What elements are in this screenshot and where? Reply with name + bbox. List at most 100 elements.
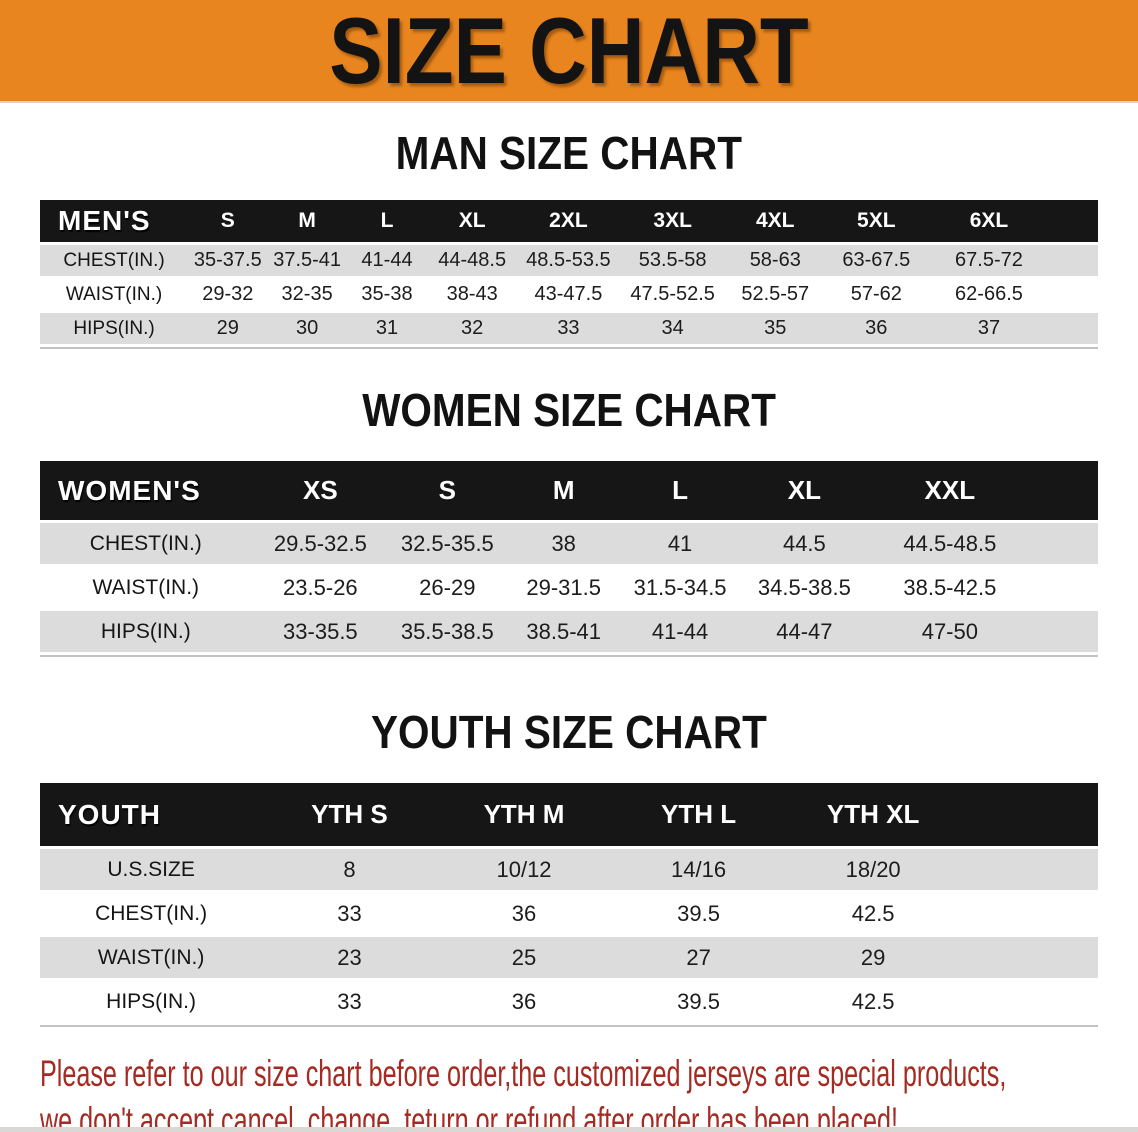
value-cell: 38-43 [446,283,498,305]
column-header: L [380,209,394,232]
value-cell: 48.5-53.5 [526,249,611,271]
column-header: M [298,209,316,232]
value-cell: 26-29 [419,574,476,600]
filler-cell [960,783,1098,846]
table-row: HIPS(IN.) 33-35.5 35.5-38.5 38.5-41 41-44 44-… [40,611,1098,652]
bottom-edge-divider [0,1127,1138,1132]
table-title-cell: MEN'S [58,205,151,236]
row-label-cell: WAIST(IN.) [92,575,200,599]
value-cell: 33 [557,317,580,339]
column-header: XL [787,475,821,505]
women-section-title: WOMEN SIZE CHART [362,384,776,436]
men-section-title: MAN SIZE CHART [395,127,743,179]
value-cell: 58-63 [749,249,801,271]
value-cell: 36 [511,988,537,1014]
value-cell: 39.5 [677,900,720,926]
value-cell: 35 [764,317,787,339]
women-size-table: WOMEN'S XS S M L XL XXL CHEST(IN.) 29.5-32.5 32.… [40,458,1098,657]
filler-cell [1029,567,1098,608]
table-row: CHEST(IN.) 33 36 39.5 42.5 [40,893,1098,934]
table-title-cell: YOUTH [58,798,161,830]
table-row: U.S.SIZE 8 10/12 14/16 18/20 [40,849,1098,890]
column-header: L [672,475,688,505]
column-header: YTH M [483,799,565,829]
value-cell: 38.5-41 [526,618,601,644]
value-cell: 29-32 [202,283,254,305]
value-cell: 67.5-72 [955,249,1023,271]
value-cell: 63-67.5 [842,249,911,271]
value-cell: 38 [551,530,576,556]
value-cell: 31 [375,317,399,339]
men-table-header-row: MEN'S S M L XL 2XL 3XL 4XL 5XL 6XL [40,200,1098,242]
row-label-cell: HIPS(IN.) [106,989,196,1013]
value-cell: 44.5 [782,530,826,556]
youth-size-table: YOUTH YTH S YTH M YTH L YTH XL U.S.SIZE 8 10/1… [40,780,1098,1027]
row-label-cell: HIPS(IN.) [100,619,191,643]
value-cell: 29.5-32.5 [273,530,367,556]
row-label-cell: U.S.SIZE [107,857,195,881]
value-cell: 37 [977,317,1001,339]
value-cell: 14/16 [671,856,727,882]
table-row: WAIST(IN.) 23 25 27 29 [40,937,1098,978]
disclaimer-line-1: Please refer to our size chart before or… [40,1053,1007,1094]
filler-cell [1029,611,1098,652]
youth-section-title: YOUTH SIZE CHART [371,706,767,758]
column-header: XXL [924,475,976,505]
filler-cell [960,981,1098,1022]
youth-table-header-row: YOUTH YTH S YTH M YTH L YTH XL [40,783,1098,846]
value-cell: 33-35.5 [283,618,358,644]
value-cell: 35.5-38.5 [400,618,494,644]
filler-cell [960,937,1098,978]
column-header: XS [303,475,338,505]
value-cell: 27 [686,944,711,970]
value-cell: 8 [343,856,356,882]
filler-cell [1029,523,1098,564]
men-size-table: MEN'S S M L XL 2XL 3XL 4XL 5XL 6XL CHEST(IN.) 35-3… [40,197,1098,349]
value-cell: 44-47 [776,618,833,644]
table-row: WAIST(IN.) 23.5-26 26-29 29-31.5 31.5-34.5 34… [40,567,1098,608]
value-cell: 33 [337,988,362,1014]
value-cell: 44-48.5 [438,249,507,271]
value-cell: 38.5-42.5 [903,574,997,600]
value-cell: 18/20 [845,856,901,882]
value-cell: 62-66.5 [955,283,1023,305]
column-header: YTH S [311,799,388,829]
disclaimer-line-2: we don't accept cancel, change, teturn o… [40,1100,899,1132]
value-cell: 32-35 [281,283,333,305]
value-cell: 39.5 [677,988,720,1014]
table-row: HIPS(IN.) 33 36 39.5 42.5 [40,981,1098,1022]
value-cell: 29 [216,317,239,339]
filler-cell [1029,461,1098,520]
column-header: YTH XL [826,799,920,829]
filler-cell [1050,200,1098,242]
column-header: 5XL [857,209,896,232]
filler-cell [1050,245,1098,276]
row-label-cell: WAIST(IN.) [65,283,163,305]
value-cell: 52.5-57 [741,283,810,305]
table-row: HIPS(IN.) 29 30 31 32 33 34 35 36 37 [40,313,1098,344]
value-cell: 32 [461,317,484,339]
order-disclaimer: Please refer to our size chart before or… [40,1050,1138,1132]
value-cell: 42.5 [851,988,895,1014]
value-cell: 23 [337,944,362,970]
value-cell: 10/12 [496,856,552,882]
size-chart-banner: SIZE CHART [0,0,1138,103]
men-size-section: MAN SIZE CHART MEN'S S M L XL 2XL 3XL 4XL 5XL 6XL… [0,130,1138,349]
value-cell: 53.5-58 [638,249,707,271]
row-label-cell: HIPS(IN.) [73,317,155,339]
column-header: 3XL [653,209,692,232]
value-cell: 47-50 [921,618,978,644]
row-label-cell: WAIST(IN.) [97,945,205,969]
column-header: 2XL [549,209,588,232]
value-cell: 57-62 [850,283,902,305]
value-cell: 41-44 [651,618,709,644]
value-cell: 33 [337,900,362,926]
women-table-header-row: WOMEN'S XS S M L XL XXL [40,461,1098,520]
value-cell: 44.5-48.5 [903,530,997,556]
row-label-cell: CHEST(IN.) [95,901,208,925]
value-cell: 32.5-35.5 [400,530,494,556]
value-cell: 37.5-41 [273,249,342,271]
column-header: YTH L [661,799,737,829]
column-header: 4XL [756,209,795,232]
value-cell: 35-37.5 [193,249,262,271]
